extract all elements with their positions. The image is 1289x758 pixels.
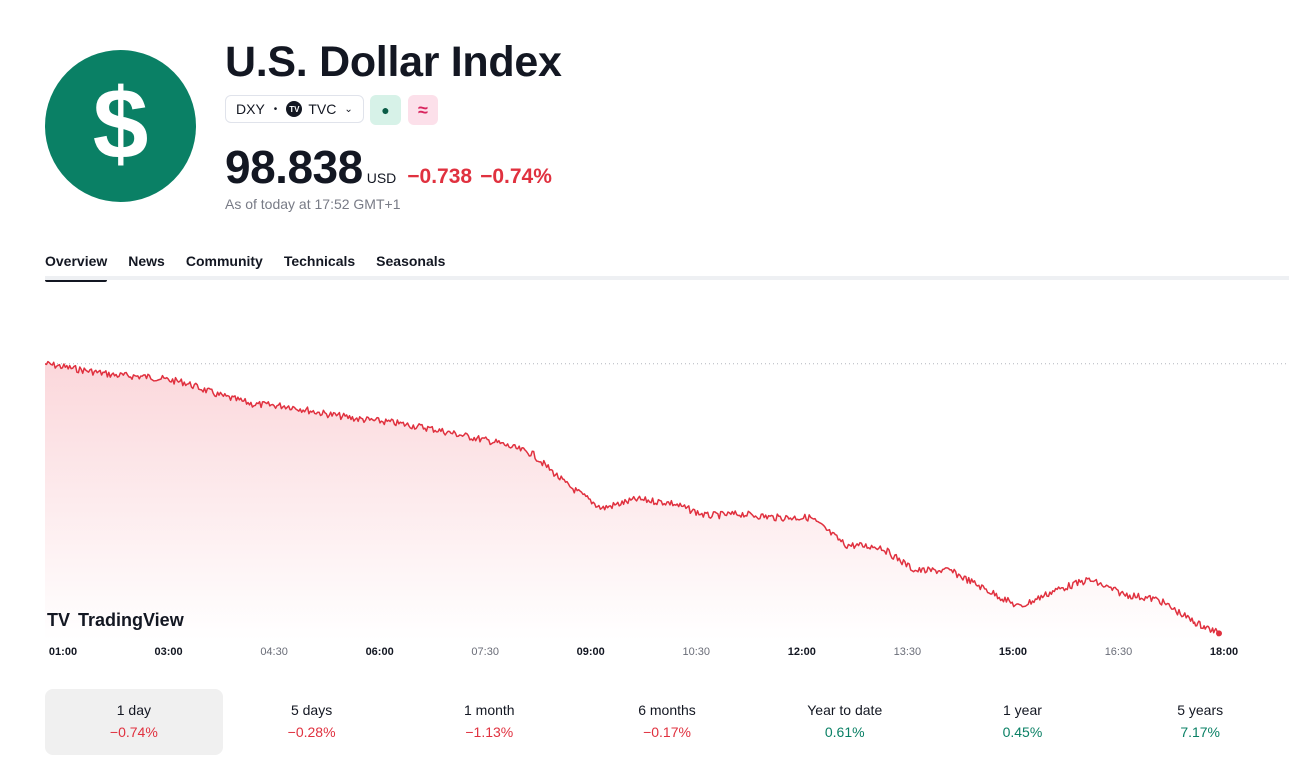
perf-value: −0.17%	[643, 724, 691, 740]
x-axis: 01:00 03:00 04:30 06:00 07:30 09:00 10:30 12:00…	[49, 646, 1238, 658]
perf-label: 1 year	[1002, 702, 1042, 718]
price-change-percent: −0.74%	[480, 165, 552, 188]
perf-label: 5 days	[290, 702, 333, 718]
perf-label: 1 day	[116, 702, 151, 718]
perf-label: 5 years	[1177, 702, 1224, 718]
x-tick-label: 07:30	[471, 646, 499, 658]
perf-5-days[interactable]: 5 days −0.28%	[223, 689, 401, 755]
perf-label: Year to date	[807, 702, 883, 718]
perf-6-months[interactable]: 6 months −0.17%	[578, 689, 756, 755]
tradingview-logo-icon: TV	[286, 101, 303, 117]
tab-divider	[45, 276, 1289, 280]
perf-value: 0.61%	[824, 724, 865, 740]
perf-label: 1 month	[464, 702, 515, 718]
tab-community[interactable]: Community	[185, 253, 263, 269]
market-open-icon: ●	[381, 102, 390, 118]
symbol-exchange-selector[interactable]: DXY • TV TVC ⌄	[225, 95, 364, 123]
exchange-label: TVC	[308, 101, 337, 117]
dxy-logo: $	[45, 50, 196, 202]
x-tick-label: 15:00	[999, 646, 1027, 658]
perf-value: −1.13%	[465, 724, 514, 740]
perf-5-years[interactable]: 5 years 7.17%	[1111, 689, 1289, 755]
x-tick-label: 16:30	[1105, 646, 1133, 658]
tab-seasonals[interactable]: Seasonals	[376, 253, 446, 269]
tab-overview[interactable]: Overview	[45, 253, 108, 282]
price-line	[45, 360, 1220, 637]
x-tick-label: 13:30	[894, 646, 922, 658]
tradingview-watermark: TV TradingView	[47, 610, 185, 630]
chevron-down-icon: ⌄	[344, 103, 353, 115]
currency-label: USD	[366, 170, 397, 186]
last-price: 98.838	[225, 141, 363, 193]
compare-button[interactable]: ≈	[408, 95, 438, 125]
x-tick-label: 09:00	[577, 646, 605, 658]
perf-value: −0.74%	[109, 724, 158, 740]
svg-text:TV: TV	[47, 610, 70, 630]
perf-value: −0.28%	[287, 724, 336, 740]
price-area-fill	[45, 361, 1219, 640]
price-change-absolute: −0.738	[407, 165, 473, 188]
ticker-label: DXY	[236, 101, 265, 117]
x-tick-label: 06:00	[366, 646, 394, 658]
price-row: 98.838 USD −0.738 −0.74%	[225, 140, 552, 194]
x-tick-label: 01:00	[49, 646, 77, 658]
x-tick-label: 18:00	[1210, 646, 1238, 658]
approx-icon: ≈	[418, 99, 428, 120]
last-price-dot	[1216, 630, 1222, 637]
price-chart[interactable]: TV TradingView 01:00 03:00 04:30 06:00 07:30…	[45, 295, 1289, 665]
perf-1-day[interactable]: 1 day −0.74%	[45, 689, 223, 755]
separator-dot: •	[273, 103, 278, 115]
perf-year-to-date[interactable]: Year to date 0.61%	[756, 689, 934, 755]
tab-technicals[interactable]: Technicals	[283, 253, 356, 269]
perf-1-year[interactable]: 1 year 0.45%	[934, 689, 1112, 755]
tab-bar: Overview News Community Technicals Seaso…	[45, 253, 466, 282]
x-tick-label: 04:30	[260, 646, 288, 658]
market-status-button[interactable]: ●	[370, 95, 401, 125]
performance-bar: 1 day −0.74% 5 days −0.28% 1 month −1.13…	[45, 689, 1289, 755]
x-tick-label: 10:30	[683, 646, 711, 658]
perf-value: 7.17%	[1180, 724, 1221, 740]
x-tick-label: 03:00	[154, 646, 182, 658]
watermark-text: TradingView	[78, 610, 185, 630]
perf-label: 6 months	[638, 702, 696, 718]
perf-1-month[interactable]: 1 month −1.13%	[400, 689, 578, 755]
x-tick-label: 12:00	[788, 646, 816, 658]
perf-value: 0.45%	[1002, 724, 1043, 740]
as-of-timestamp: As of today at 17:52 GMT+1	[225, 196, 401, 212]
tab-news[interactable]: News	[128, 253, 165, 269]
page-title: U.S. Dollar Index	[225, 38, 562, 86]
dollar-sign-icon: $	[92, 68, 149, 180]
